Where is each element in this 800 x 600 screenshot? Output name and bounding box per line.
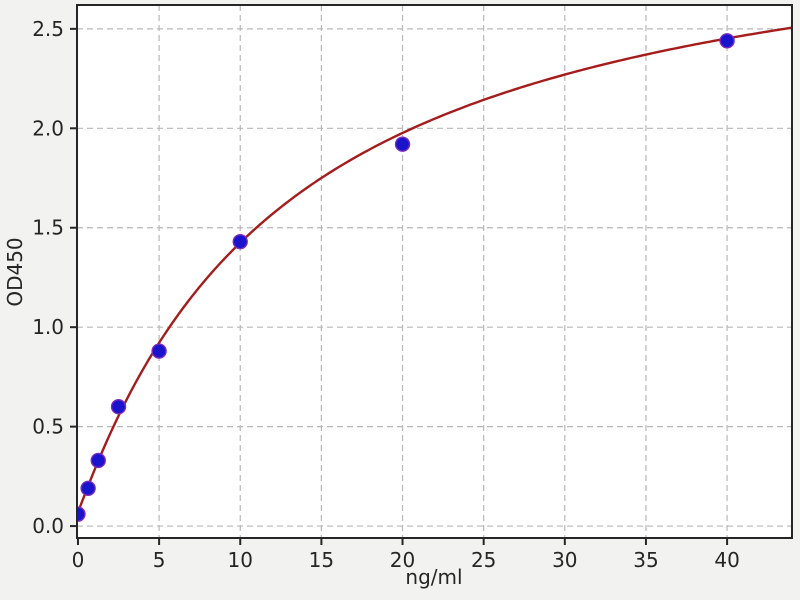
data-point [90,452,106,469]
x-tick-label: 35 [633,548,658,572]
plot-area [77,5,792,538]
x-tick-label: 15 [309,548,334,572]
y-tick-label: 1.5 [32,216,64,240]
x-tick-label: 40 [714,548,739,572]
y-tick-label: 2.5 [32,17,64,41]
data-point [394,136,411,152]
y-tick-label: 0.5 [32,415,64,439]
data-point [80,480,96,496]
y-tick-label: 0.0 [32,514,64,538]
y-tick-label: 2.0 [32,116,64,140]
x-tick-label: 25 [471,548,496,572]
plot-border [76,4,793,539]
y-axis-title: OD450 [3,237,27,307]
x-tick-label: 10 [228,548,253,572]
x-tick-label: 20 [390,548,415,572]
data-point [151,343,167,359]
fit-curve-line [77,26,792,513]
data-point [110,399,127,415]
data-point [719,33,735,49]
x-tick-label: 5 [153,548,166,572]
x-tick-label: 0 [72,548,85,572]
data-point [232,233,248,250]
y-tick-label: 1.0 [32,315,64,339]
x-tick-label: 30 [552,548,577,572]
x-axis-title: ng/ml [405,565,463,589]
